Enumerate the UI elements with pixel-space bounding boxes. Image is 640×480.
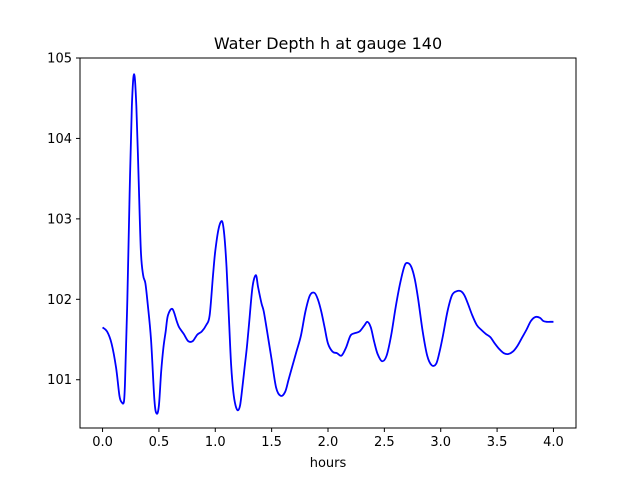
x-tick-label: 0.0 (92, 435, 113, 450)
x-tick-label: 3.0 (430, 435, 451, 450)
chart-title: Water Depth h at gauge 140 (214, 34, 442, 53)
x-tick-label: 2.0 (318, 435, 339, 450)
x-tick-label: 0.5 (149, 435, 170, 450)
series-layer (101, 73, 554, 415)
x-tick-label: 3.5 (487, 435, 508, 450)
series-line-0 (101, 73, 554, 415)
y-tick-label: 102 (47, 293, 72, 308)
y-tick-label: 104 (47, 132, 72, 147)
x-tick-label: 2.5 (374, 435, 395, 450)
x-tick-label: 1.0 (205, 435, 226, 450)
y-tick-label: 101 (47, 373, 72, 388)
y-tick-label: 103 (47, 212, 72, 227)
x-tick-label: 1.5 (261, 435, 282, 450)
x-tick-label: 4.0 (543, 435, 564, 450)
x-axis: 0.0 0.5 1.0 1.5 2.0 2.5 3.0 3.5 4.0 (92, 428, 564, 450)
y-axis: 101 102 103 104 105 (47, 52, 80, 388)
y-tick-label: 105 (47, 52, 72, 67)
plot-area (79, 57, 577, 429)
x-axis-label: hours (310, 456, 347, 471)
